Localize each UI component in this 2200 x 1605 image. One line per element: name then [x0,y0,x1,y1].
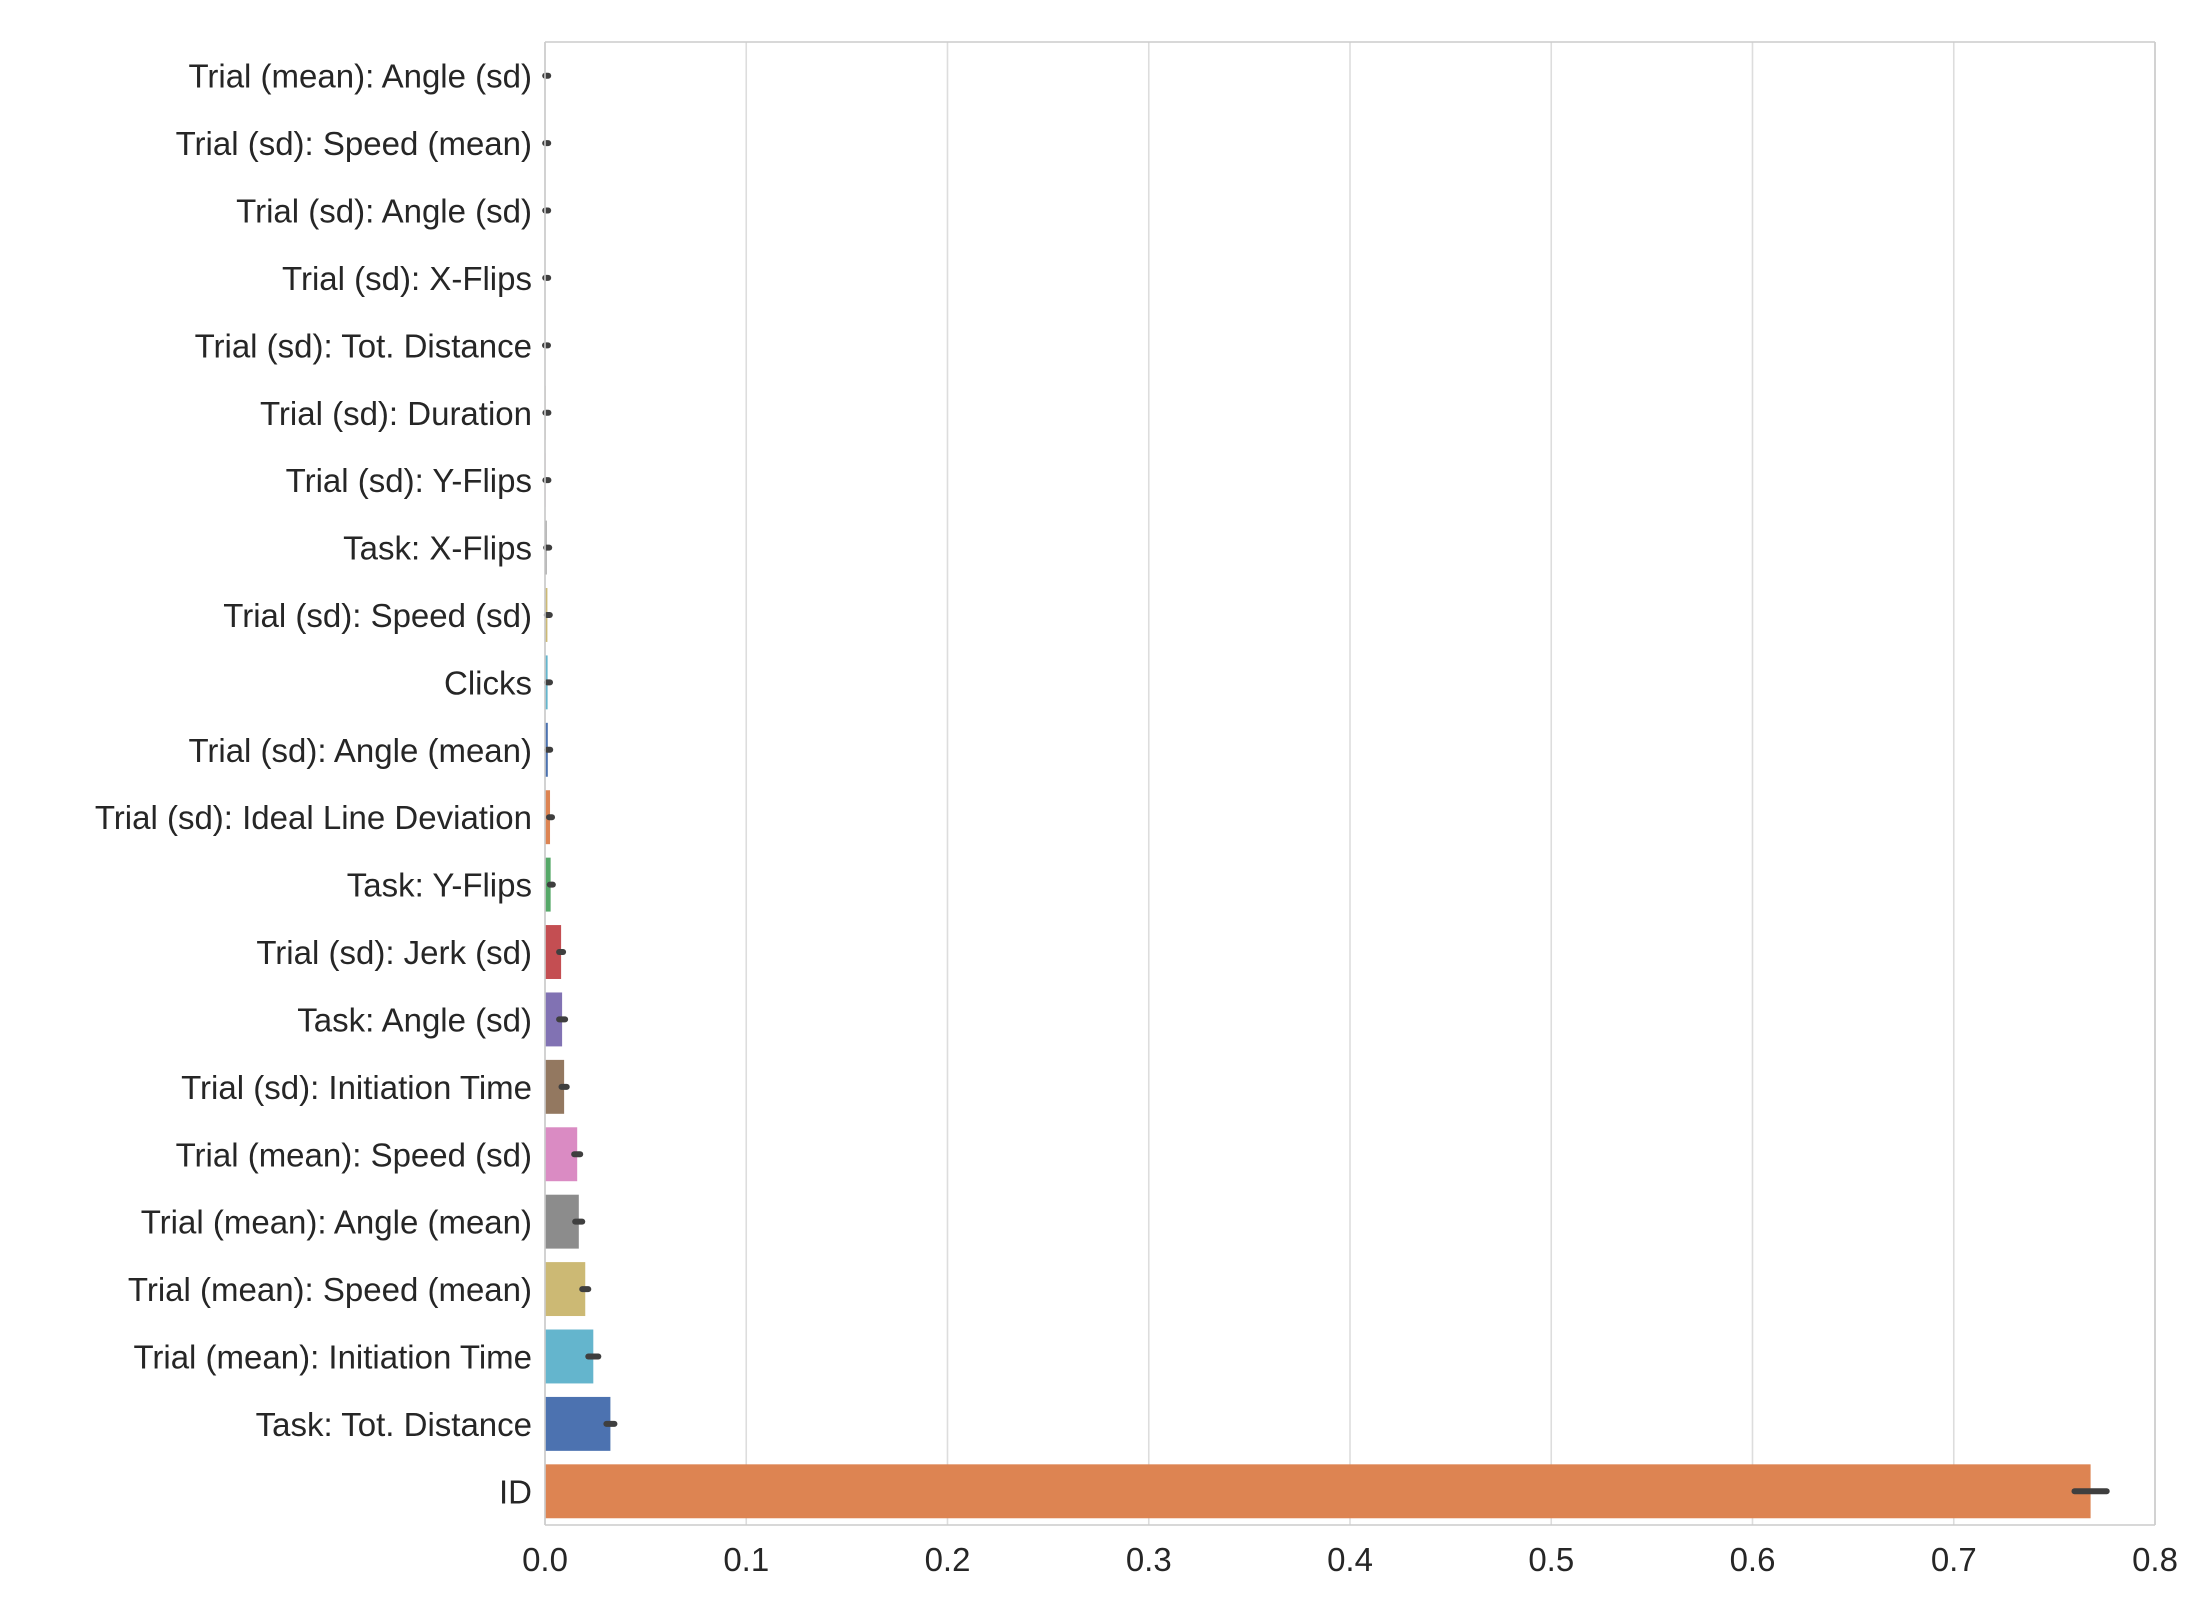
y-tick-label: ID [499,1473,532,1510]
x-tick-label: 0.4 [1327,1541,1373,1578]
y-tick-label: Trial (mean): Angle (sd) [188,58,532,95]
y-tick-label: Trial (sd): Initiation Time [181,1069,532,1106]
y-tick-label: Trial (sd): Duration [260,395,532,432]
x-tick-label: 0.3 [1126,1541,1172,1578]
x-tick-label: 0.2 [925,1541,971,1578]
x-tick-label: 0.6 [1730,1541,1776,1578]
y-tick-label: Trial (mean): Initiation Time [133,1338,532,1375]
bar [545,1397,610,1451]
x-tick-label: 0.7 [1931,1541,1977,1578]
y-tick-label: Trial (mean): Angle (mean) [141,1204,532,1241]
y-tick-label: Trial (sd): Ideal Line Deviation [95,799,532,836]
y-tick-label: Task: Y-Flips [347,867,532,904]
x-tick-label: 0.5 [1528,1541,1574,1578]
y-tick-label: Trial (sd): Speed (sd) [223,597,532,634]
y-tick-label: Trial (sd): Jerk (sd) [256,934,532,971]
y-tick-label: Task: X-Flips [343,530,532,567]
y-tick-label: Trial (sd): X-Flips [282,260,532,297]
x-tick-label: 0.0 [522,1541,568,1578]
y-tick-label: Trial (sd): Speed (mean) [176,125,532,162]
y-tick-label: Trial (sd): Angle (mean) [188,732,532,769]
y-tick-label: Task: Tot. Distance [256,1406,532,1443]
bar [545,1464,2091,1518]
y-tick-label: Trial (sd): Angle (sd) [236,193,532,230]
y-tick-label: Trial (mean): Speed (sd) [176,1136,532,1173]
y-tick-label: Task: Angle (sd) [297,1001,532,1038]
y-tick-label: Clicks [444,664,532,701]
x-tick-label: 0.1 [723,1541,769,1578]
y-tick-label: Trial (sd): Y-Flips [286,462,532,499]
y-tick-label: Trial (mean): Speed (mean) [128,1271,532,1308]
y-tick-label: Trial (sd): Tot. Distance [195,327,532,364]
x-tick-label: 0.8 [2132,1541,2178,1578]
bar [545,1262,585,1316]
